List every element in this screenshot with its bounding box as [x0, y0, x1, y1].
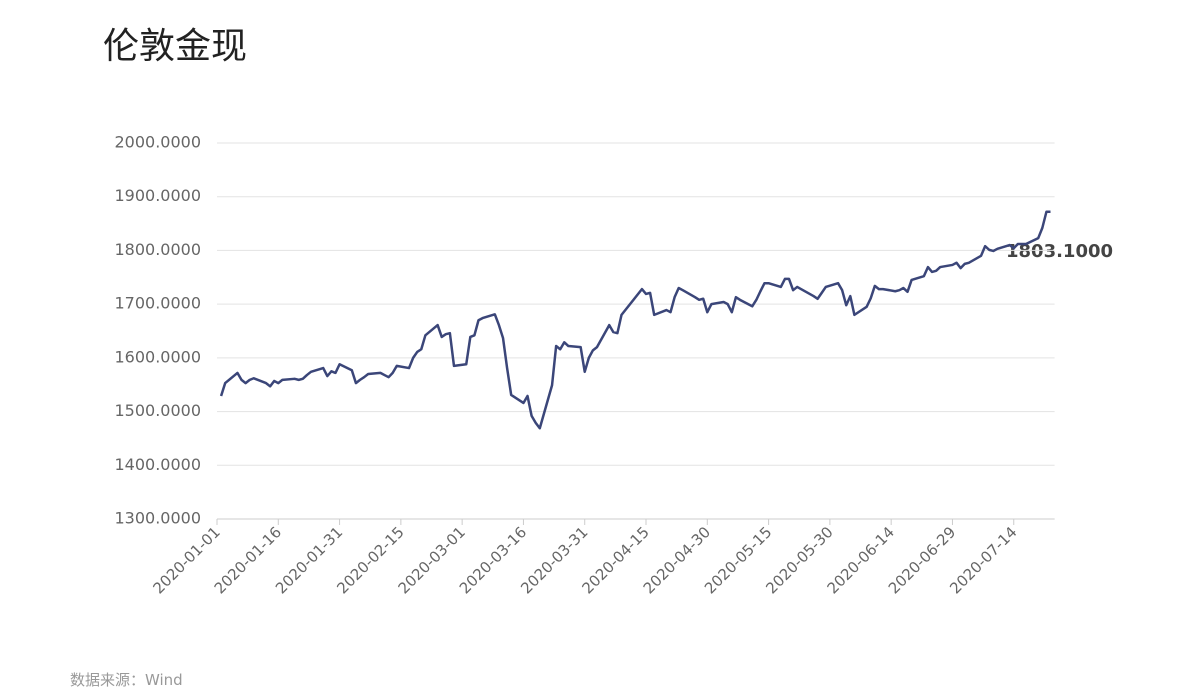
- y-tick-label: 1600.0000: [114, 347, 201, 366]
- chart-title: 伦敦金现: [103, 26, 247, 67]
- y-tick-label: 1900.0000: [114, 186, 201, 205]
- y-tick-label: 1500.0000: [114, 401, 201, 420]
- annotation: 1803.1000: [1006, 241, 1113, 262]
- source-note: 数据来源：Wind: [70, 671, 183, 689]
- y-tick-label: 1400.0000: [114, 455, 201, 474]
- y-tick-label: 1800.0000: [114, 240, 201, 259]
- y-tick-label: 1700.0000: [114, 294, 201, 313]
- y-tick-label: 1300.0000: [114, 509, 201, 528]
- y-tick-label: 2000.0000: [114, 133, 201, 152]
- price-line: [219, 210, 1051, 430]
